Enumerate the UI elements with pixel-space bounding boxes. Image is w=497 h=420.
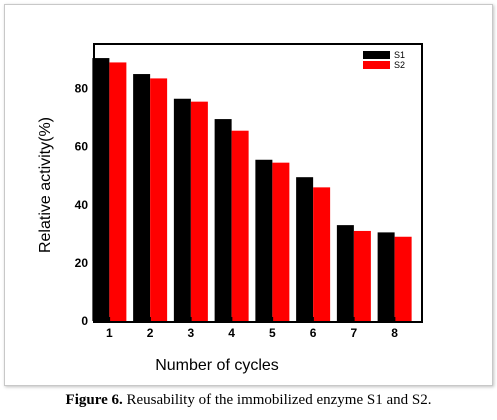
x-axis-label: Number of cycles [155,357,279,374]
x-tick-label-5: 5 [269,326,276,340]
bar-s1-cycle-1 [92,58,110,322]
legend-swatch-s1 [363,51,390,59]
bar-s1-cycle-5 [255,159,273,321]
figure-caption: Figure 6. Reusability of the immobilized… [0,392,497,409]
bar-s1-cycle-7 [336,225,354,321]
x-tick-label-3: 3 [188,326,195,340]
y-tick-label-20: 20 [75,256,89,270]
bar-s2-cycle-1 [109,62,127,321]
x-tick-label-2: 2 [147,326,154,340]
legend-label-s1: S1 [394,50,405,60]
legend-label-s2: S2 [394,60,405,70]
bar-s2-cycle-7 [353,230,371,321]
bar-s1-cycle-4 [214,119,232,321]
x-tick-label-6: 6 [310,326,317,340]
bar-s1-cycle-6 [296,177,314,321]
bar-s2-cycle-2 [150,78,168,322]
y-tick-label-60: 60 [75,140,89,154]
y-axis-label: Relative activity(%) [37,117,54,253]
bar-s1-cycle-8 [377,232,395,321]
caption-text: Reusability of the immobilized enzyme S1… [122,392,432,408]
bar-s2-cycle-3 [190,101,208,321]
bar-s2-cycle-5 [272,162,290,321]
x-ticks-group: 1 2 3 4 5 6 7 8 [106,317,398,340]
legend-swatch-s2 [363,61,390,69]
bars-group [92,58,412,322]
caption-label: Figure 6. [65,392,123,408]
plot-frame [93,43,423,323]
bar-s1-cycle-2 [133,74,151,321]
x-tick-label-7: 7 [351,326,358,340]
bar-s2-cycle-8 [394,236,412,321]
x-tick-label-1: 1 [106,326,113,340]
x-tick-label-8: 8 [391,326,398,340]
y-tick-label-80: 80 [75,82,89,96]
bar-s1-cycle-3 [173,98,191,321]
bar-chart: 0 20 40 60 80 1 2 3 4 5 6 7 8 Number of cycles Rela… [37,43,423,374]
y-tick-label-40: 40 [75,198,89,212]
bar-s2-cycle-4 [231,130,249,321]
y-tick-label-0: 0 [81,314,88,328]
bar-s2-cycle-6 [313,187,331,321]
y-ticks-group: 0 20 40 60 80 [75,59,100,328]
x-tick-label-4: 4 [228,326,235,340]
